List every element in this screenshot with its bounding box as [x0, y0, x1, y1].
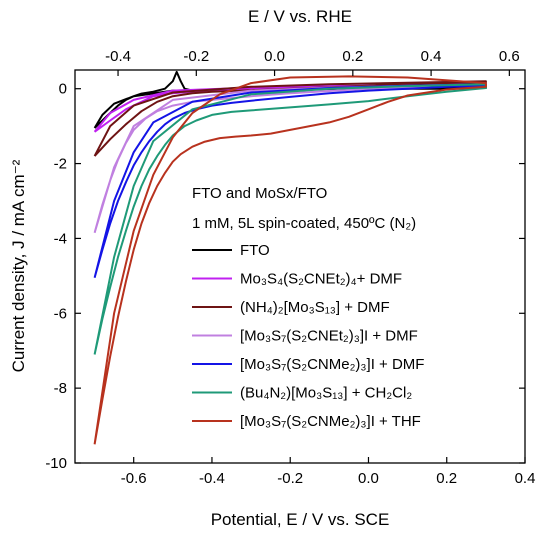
- legend-title-line1: FTO and MoSx/FTO: [192, 185, 327, 202]
- series-line-6: [93, 75, 487, 445]
- y-axis-ticks: 0 -2 -4 -6 -8 -10: [45, 81, 525, 472]
- x-axis-ticks: -0.6 -0.4 -0.2 0.0 0.2 0.4: [121, 457, 536, 487]
- y-tick-label: -10: [45, 455, 67, 472]
- series-line-5: [93, 83, 487, 355]
- top-tick-label: 0.4: [421, 48, 442, 65]
- y-tick-label: -8: [54, 380, 67, 397]
- x-axis-title: Potential, E / V vs. SCE: [211, 510, 390, 529]
- legend-label-1: Mo₃S₄(S₂CNEt₂)₄+ DMF: [240, 271, 402, 288]
- plot-series: [93, 70, 487, 445]
- series-line-3: [93, 83, 487, 234]
- x-tick-label: 0.4: [515, 470, 536, 487]
- x-tick-label: -0.6: [121, 470, 147, 487]
- y-tick-label: -6: [54, 305, 67, 322]
- top-tick-label: -0.4: [105, 48, 131, 65]
- legend-label-6: [Mo₃S₇(S₂CNMe₂)₃]I + THF: [240, 413, 421, 430]
- top-axis-ticks: -0.4 -0.2 0.0 0.2 0.4 0.6: [105, 48, 520, 76]
- plot-area-frame: [74, 69, 526, 464]
- y-tick-label: -4: [54, 230, 67, 247]
- x-tick-label: 0.2: [436, 470, 457, 487]
- legend-label-5: (Bu₄N₂)[Mo₃S₁₃] + CH₂Cl₂: [240, 385, 412, 402]
- top-tick-label: 0.6: [499, 48, 520, 65]
- legend: FTO and MoSx/FTO 1 mM, 5L spin-coated, 4…: [192, 185, 424, 430]
- legend-label-4: [Mo₃S₇(S₂CNMe₂)₃]I + DMF: [240, 356, 424, 373]
- top-tick-label: 0.2: [342, 48, 363, 65]
- y-tick-label: -2: [54, 156, 67, 173]
- x-tick-label: -0.2: [277, 470, 303, 487]
- top-tick-label: 0.0: [264, 48, 285, 65]
- y-tick-label: 0: [59, 81, 67, 98]
- y-axis-title: Current density, J / mA cm⁻²: [9, 159, 28, 372]
- series-line-4: [93, 83, 487, 278]
- top-tick-label: -0.2: [183, 48, 209, 65]
- legend-label-2: (NH₄)₂[Mo₃S₁₃] + DMF: [240, 299, 390, 316]
- legend-entries: FTO Mo₃S₄(S₂CNEt₂)₄+ DMF (NH₄)₂[Mo₃S₁₃] + …: [192, 242, 424, 430]
- top-axis-title: E / V vs. RHE: [248, 7, 352, 26]
- x-tick-label: -0.4: [199, 470, 225, 487]
- legend-label-3: [Mo₃S₇(S₂CNEt₂)₃]I + DMF: [240, 328, 418, 345]
- legend-title-line2: 1 mM, 5L spin-coated, 450ºC (N₂): [192, 215, 416, 232]
- x-tick-label: 0.0: [358, 470, 379, 487]
- legend-label-0: FTO: [240, 242, 270, 259]
